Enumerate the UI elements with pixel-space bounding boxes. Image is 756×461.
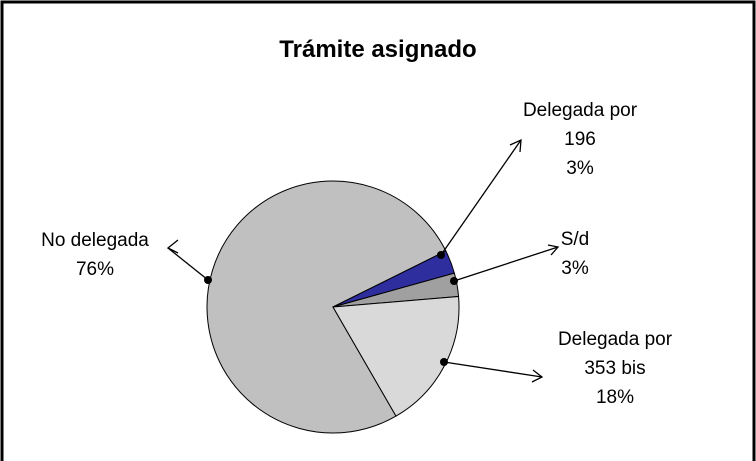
arrow-head: [531, 369, 544, 383]
leader-dots: [204, 251, 458, 366]
arrow-head: [166, 239, 179, 254]
leader: [167, 247, 209, 281]
slice-label: S/d 3%: [540, 225, 610, 283]
dot: [440, 358, 448, 366]
dot: [450, 277, 458, 285]
chart-title: Trámite asignado: [279, 36, 477, 63]
leaders: [166, 138, 560, 383]
dot: [204, 276, 212, 284]
slice-value: 18%: [595, 387, 635, 408]
leader: [453, 246, 559, 282]
slice-name: S/d: [560, 229, 590, 250]
slice-name: Delegada por 196: [522, 100, 638, 150]
slice-label: Delegada por 196 3%: [515, 96, 645, 183]
slice-label: No delegada 76%: [25, 226, 165, 284]
arrow-head: [509, 138, 522, 153]
slice-value: 76%: [75, 259, 115, 280]
slice-name: Delegada por 353 bis: [557, 329, 673, 379]
leader: [443, 361, 543, 378]
slice-name: No delegada: [41, 230, 149, 251]
pie-slice: [206, 180, 447, 434]
arrow-head: [547, 244, 560, 256]
slice-value: 3%: [566, 158, 594, 179]
slice-value: 3%: [561, 258, 589, 279]
slice-label: Delegada por 353 bis 18%: [540, 325, 690, 412]
dot: [437, 251, 445, 259]
leader: [440, 139, 522, 256]
